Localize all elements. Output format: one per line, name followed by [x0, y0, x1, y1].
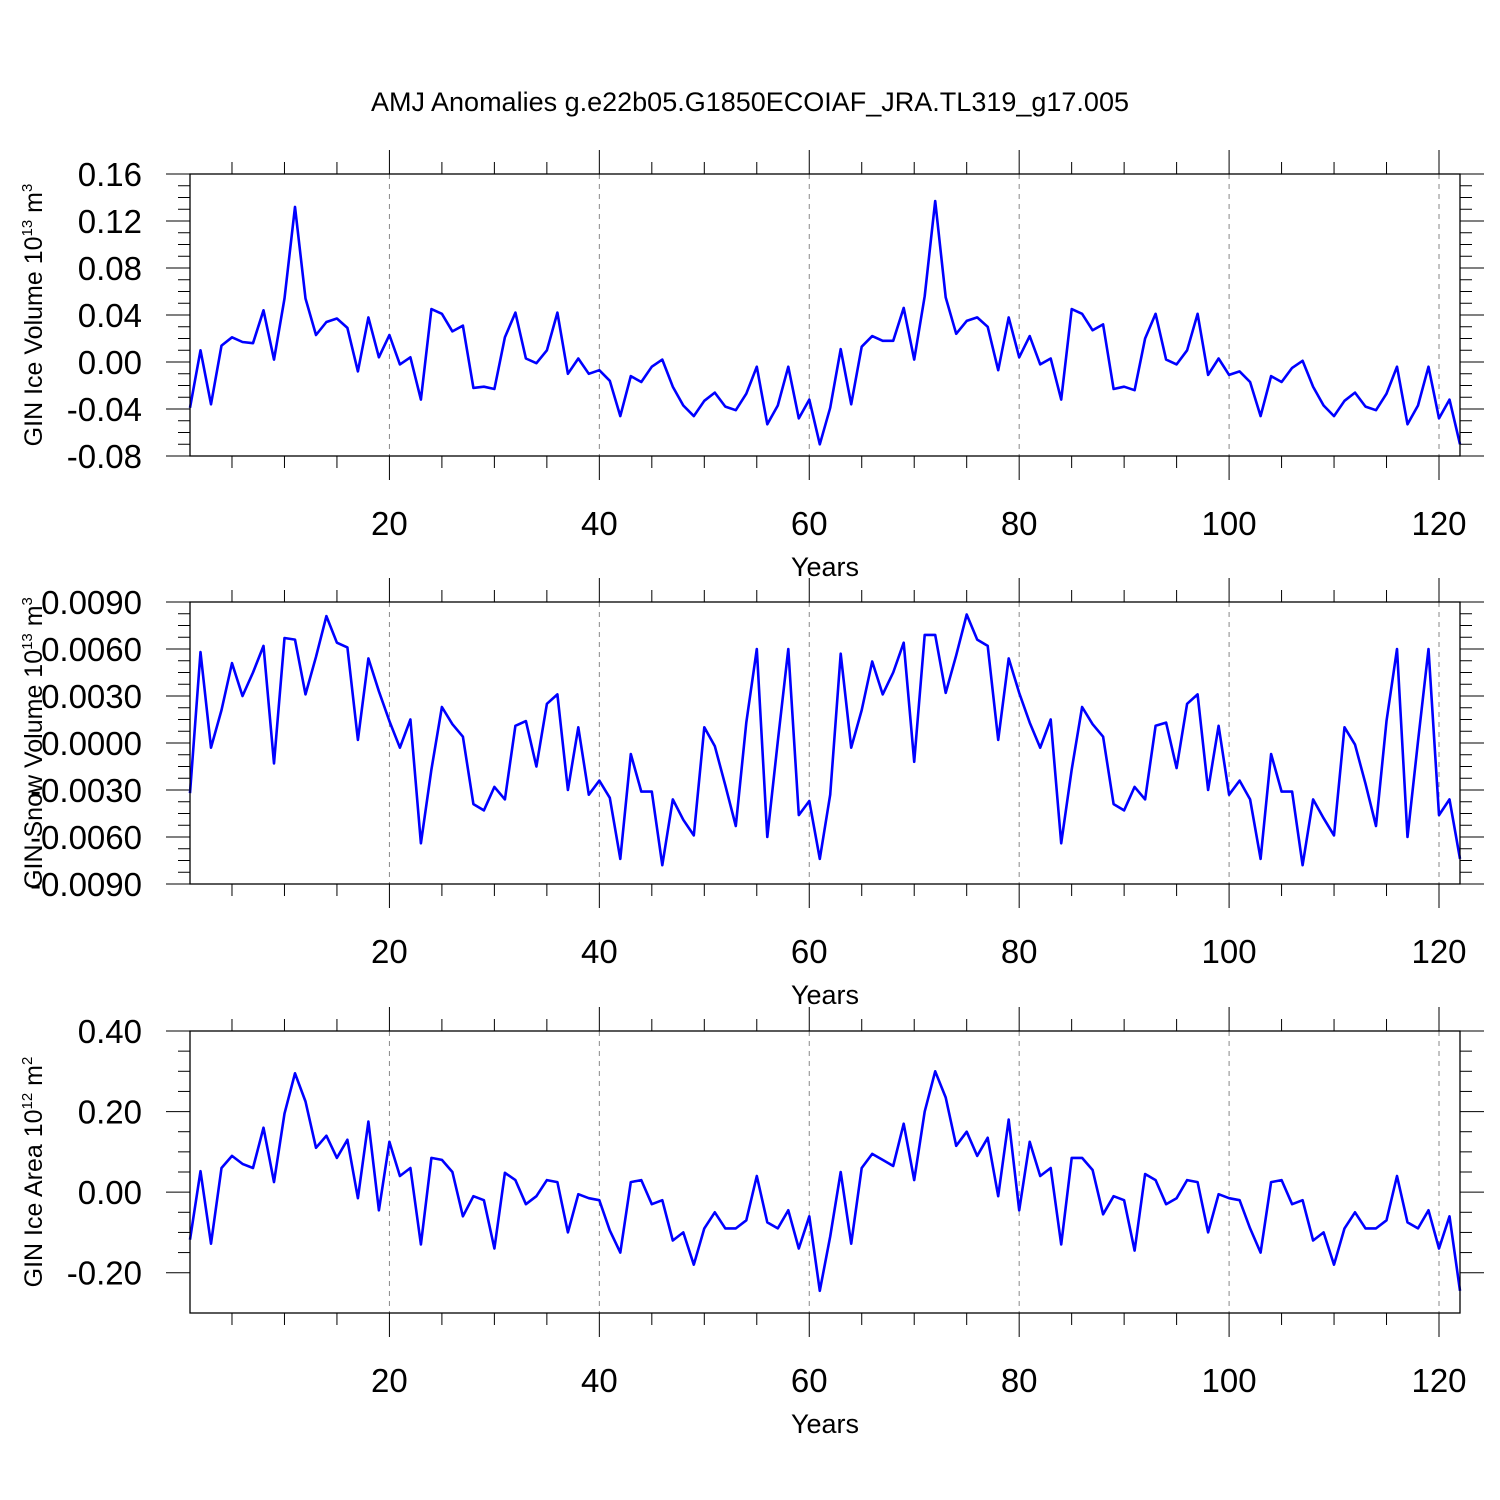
panel-1: 20 40 60 80 100 120 Years 0.16 0.12 0.08 0.04 0.00 -… [19, 150, 1484, 582]
x-tick-label: 40 [581, 1362, 618, 1399]
y-tick-label: 0.40 [78, 1013, 142, 1050]
y-axis-label-part: 12 [19, 1093, 36, 1110]
y-axis-label-part: m [20, 1065, 48, 1093]
series-line [188, 613, 1462, 867]
y-tick-label: -0.08 [67, 438, 142, 475]
x-tick-label: 20 [371, 505, 408, 542]
x-tick-label: 80 [1001, 1362, 1038, 1399]
x-tick-label: 40 [581, 933, 618, 970]
y-tick-label: 0.20 [78, 1094, 142, 1131]
panel-3: 20 40 60 80 100 120 Years 0.40 0.20 0.00 -0.20 GIN … [19, 1007, 1484, 1439]
y-tick-label: 0.12 [78, 203, 142, 240]
x-axis-label: Years [791, 552, 859, 582]
x-tick-label: 100 [1202, 505, 1257, 542]
y-tick-label: 0.0060 [41, 631, 142, 668]
y-tick-label: 0.00 [78, 344, 142, 381]
x-axis-label: Years [791, 1409, 859, 1439]
y-axis-label: GIN Ice Area 1012 m2 [19, 1057, 48, 1288]
series-line [188, 199, 1462, 446]
x-tick-label: 80 [1001, 933, 1038, 970]
y-axis-label-part: GIN Snow Volume 10 [20, 650, 48, 889]
panel-2: 20 40 60 80 100 120 Years 0.0090 0.0060 0.0030 0.0… [19, 578, 1484, 1010]
y-axis-label-part: 13 [19, 220, 36, 237]
x-axis-label: Years [791, 980, 859, 1010]
x-tick-label: 120 [1411, 933, 1466, 970]
y-axis-label: GIN Snow Volume 1013 m3 [19, 597, 48, 889]
x-tick-label: 60 [791, 505, 828, 542]
y-axis-label: GIN Ice Volume 1013 m3 [19, 184, 48, 447]
y-axis-label-part: 2 [19, 1057, 36, 1065]
figure-title: AMJ Anomalies g.e22b05.G1850ECOIAF_JRA.T… [371, 87, 1129, 117]
y-tick-label: 0.08 [78, 250, 142, 287]
y-axis-label-part: GIN Ice Area 10 [20, 1109, 48, 1287]
y-axis-label-part: m [20, 605, 48, 633]
y-tick-label: -0.0090 [30, 866, 142, 903]
series-line [188, 1070, 1462, 1293]
x-tick-label: 20 [371, 933, 408, 970]
y-tick-label: 0.0000 [41, 725, 142, 762]
x-tick-label: 60 [791, 933, 828, 970]
x-tick-label: 120 [1411, 505, 1466, 542]
x-tick-label: 60 [791, 1362, 828, 1399]
x-tick-label: 120 [1411, 1362, 1466, 1399]
y-tick-label: -0.20 [67, 1255, 142, 1292]
y-tick-label: -0.04 [67, 391, 142, 428]
y-axis-label-part: 3 [19, 184, 36, 192]
plot-frame [189, 173, 1461, 457]
x-tick-label: 100 [1202, 933, 1257, 970]
y-axis-label-part: 13 [19, 633, 36, 650]
y-axis-label-part: 3 [19, 597, 36, 605]
y-axis-label-part: GIN Ice Volume 10 [20, 236, 48, 446]
y-tick-label: 0.04 [78, 297, 142, 334]
y-tick-label: -0.0060 [30, 819, 142, 856]
x-tick-label: 80 [1001, 505, 1038, 542]
y-tick-label: 0.0090 [41, 584, 142, 621]
plot-frame [189, 601, 1461, 885]
x-tick-label: 20 [371, 1362, 408, 1399]
y-tick-label: 0.00 [78, 1174, 142, 1211]
y-tick-label: 0.16 [78, 156, 142, 193]
y-axis-label-part: m [20, 192, 48, 220]
y-tick-label: -0.0030 [30, 772, 142, 809]
x-tick-label: 100 [1202, 1362, 1257, 1399]
x-tick-label: 40 [581, 505, 618, 542]
plot-frame [189, 1030, 1461, 1314]
y-tick-label: 0.0030 [41, 678, 142, 715]
